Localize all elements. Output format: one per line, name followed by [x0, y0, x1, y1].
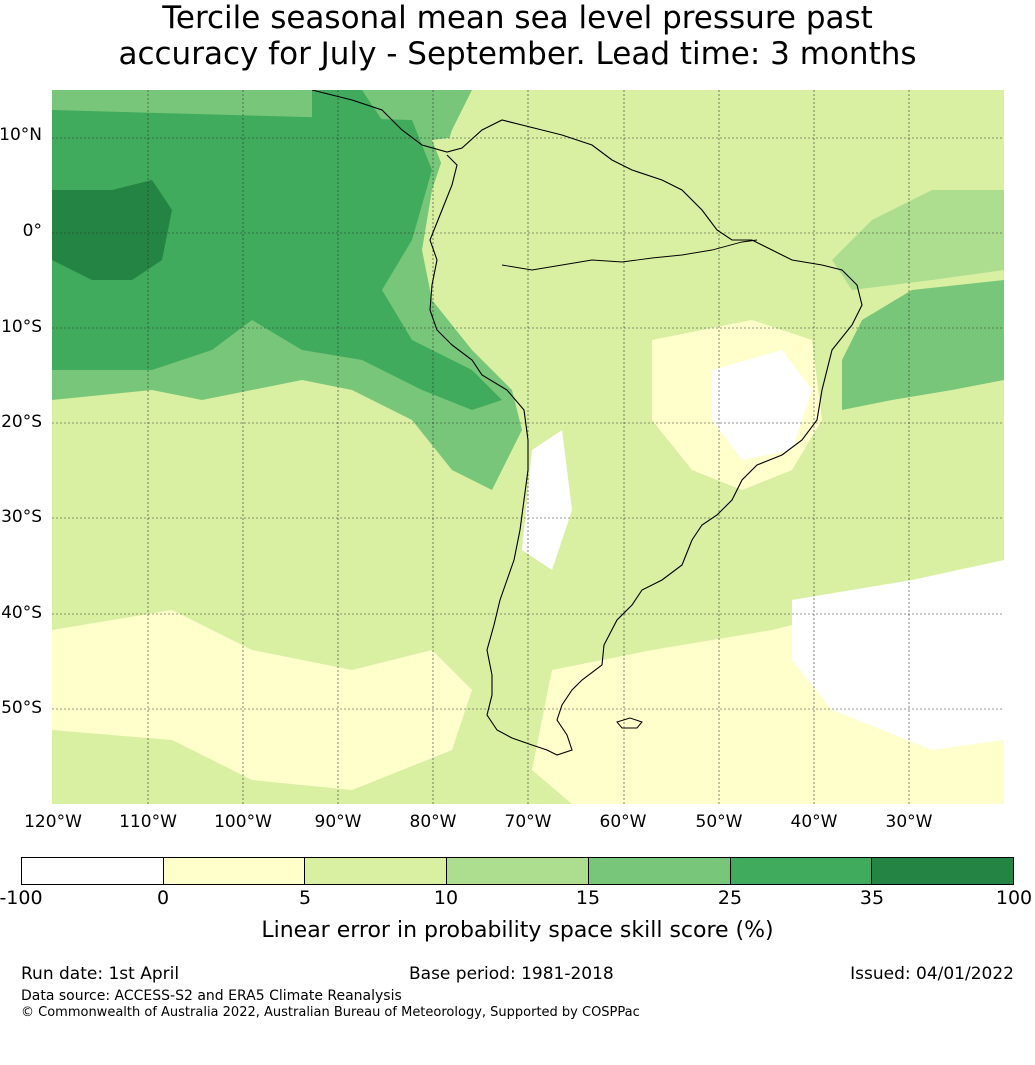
lon-label-30w: 30°W [885, 812, 933, 832]
north-sa-region-5-10 [432, 130, 612, 250]
colorbar-segment [588, 858, 731, 884]
colorbar-tick: 35 [859, 887, 885, 909]
amazon-river [501, 239, 758, 271]
colorbar-tick: 0 [156, 887, 170, 909]
copyright: © Commonwealth of Australia 2022, Austra… [21, 1005, 640, 1020]
colorbar-tick: 5 [298, 887, 312, 909]
atlantic-region-15-25 [842, 280, 1004, 410]
lon-label-120w: 120°W [24, 812, 82, 832]
pacific-region-25-35 [52, 110, 502, 410]
andes-region-neg [522, 430, 572, 570]
atlantic-north-region [812, 90, 1004, 180]
colorbar [21, 857, 1014, 885]
colorbar-tick: 15 [575, 887, 601, 909]
map-title: Tercile seasonal mean sea level pressure… [0, 0, 1035, 72]
falklands-coast [616, 717, 643, 729]
lat-label-10s: 10°S [1, 317, 42, 337]
lat-label-50s: 50°S [1, 698, 42, 718]
colorbar-segment [305, 858, 448, 884]
pacific-north-patch [312, 90, 382, 140]
run-date: Run date: 1st April [21, 964, 180, 984]
colorbar-segment [730, 858, 873, 884]
colorbar-segment [163, 858, 306, 884]
lat-label-30s: 30°S [1, 507, 42, 527]
skill-map-svg [52, 90, 1004, 804]
colorbar-tick: 10 [433, 887, 459, 909]
lat-label-10n: 10°N [0, 125, 42, 145]
colorbar-tick: -100 [0, 887, 43, 909]
lon-label-40w: 40°W [790, 812, 838, 832]
data-source: Data source: ACCESS-S2 and ERA5 Climate … [21, 988, 402, 1004]
colorbar-segment [872, 858, 1014, 884]
atlantic-region-10-15 [832, 190, 1004, 290]
lon-label-70w: 70°W [504, 812, 552, 832]
coastline [311, 90, 863, 756]
lon-label-80w: 80°W [409, 812, 457, 832]
colorbar-segment [447, 858, 589, 884]
colorbar-tick: 25 [717, 887, 743, 909]
lon-label-50w: 50°W [695, 812, 743, 832]
colorbar-segment [22, 858, 164, 884]
lon-label-100w: 100°W [214, 812, 272, 832]
colorbar-label: Linear error in probability space skill … [261, 918, 774, 943]
lat-label-40s: 40°S [1, 603, 42, 623]
skill-map [52, 90, 1004, 804]
lon-label-60w: 60°W [599, 812, 647, 832]
lat-label-20s: 20°S [1, 412, 42, 432]
base-period: Base period: 1981-2018 [409, 964, 614, 984]
pacific-region-35-100 [52, 180, 172, 280]
south-atlantic-region-neg [792, 560, 1004, 750]
title-line-1: Tercile seasonal mean sea level pressure… [162, 0, 873, 36]
issued-date: Issued: 04/01/2022 [850, 964, 1014, 984]
lon-label-90w: 90°W [314, 812, 362, 832]
south-pacific-region-0-5 [52, 610, 472, 790]
colorbar-tick: 100 [995, 887, 1033, 909]
lon-label-110w: 110°W [119, 812, 177, 832]
title-line-2: accuracy for July - September. Lead time… [118, 36, 917, 72]
lat-label-0: 0° [22, 221, 42, 241]
brazil-region-neg [712, 350, 812, 460]
